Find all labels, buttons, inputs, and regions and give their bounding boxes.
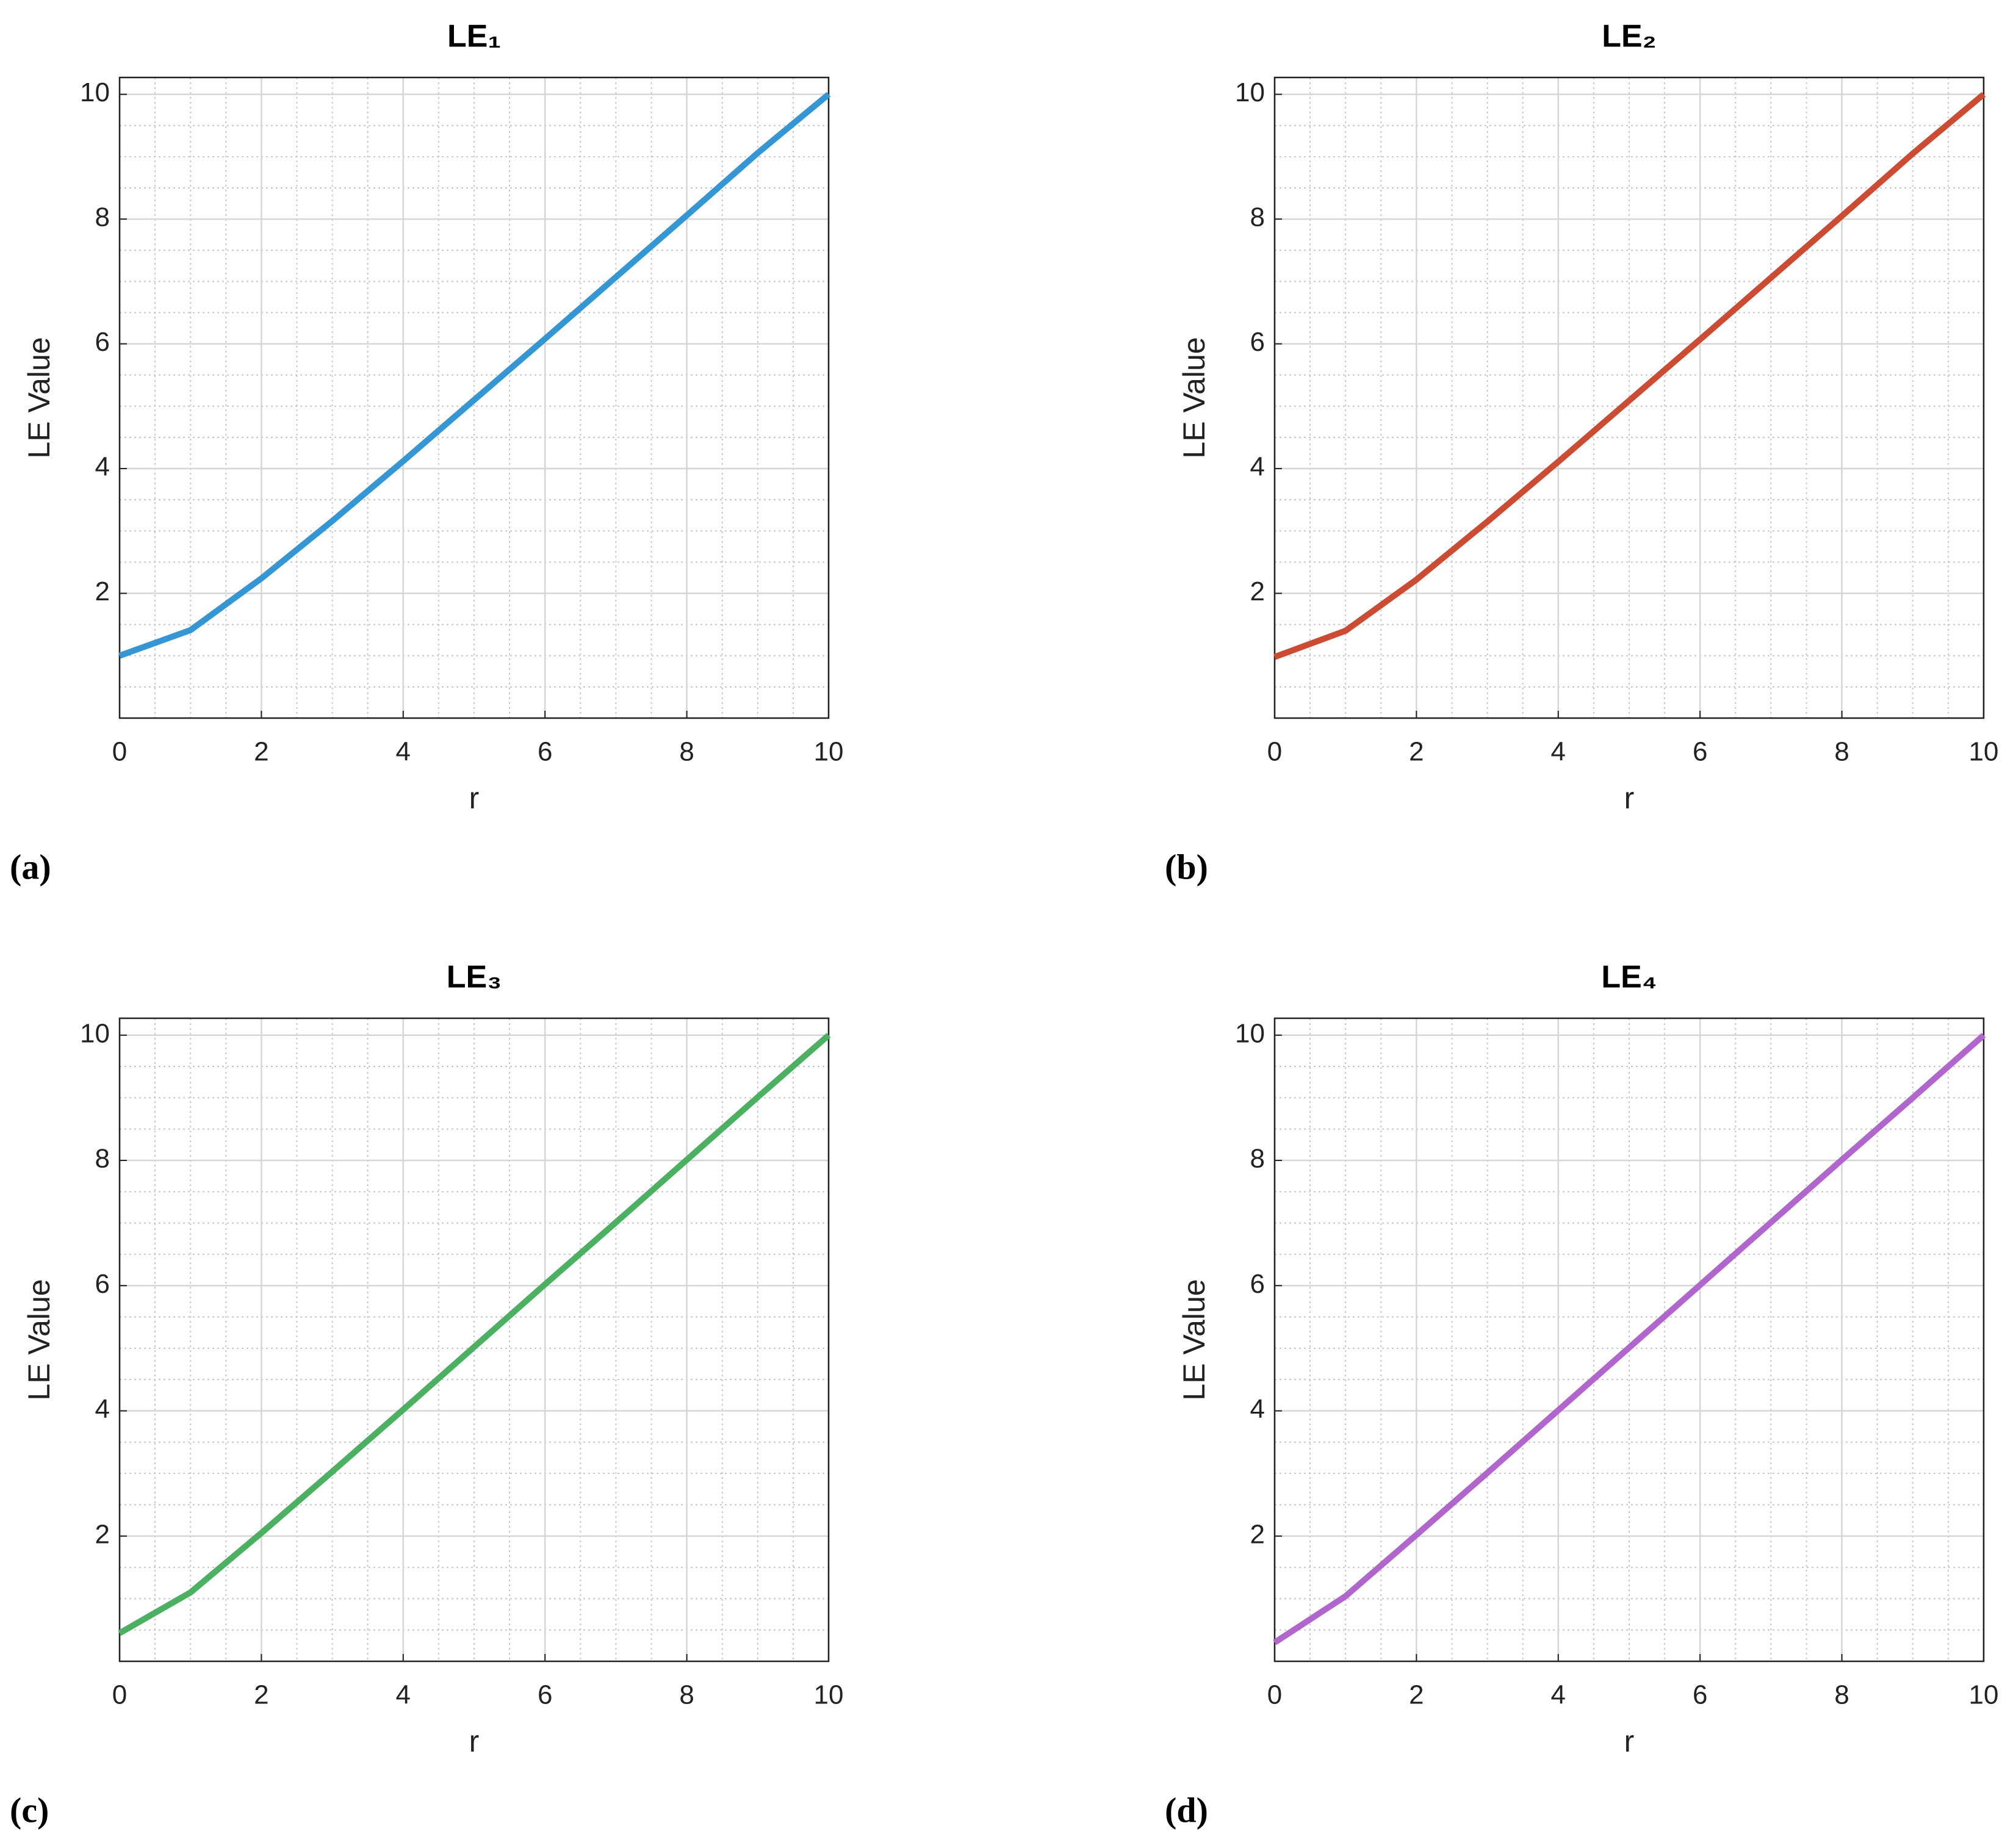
x-tick-label: 10 [814, 1680, 844, 1710]
chart-title: LE₄ [1601, 960, 1657, 995]
x-tick-label: 2 [254, 737, 268, 767]
x-tick-label: 2 [1409, 1680, 1424, 1710]
axes-box [118, 1017, 830, 1663]
x-axis-label: r [469, 1724, 480, 1758]
y-tick-label: 10 [80, 77, 110, 107]
y-tick-label: 4 [95, 1394, 110, 1424]
x-tick-label: 4 [396, 1680, 411, 1710]
data-line [1273, 92, 1986, 660]
subplot: 0 2 4 6 8 10 2 4 6 8 10 LE₂ r LE Value (b) [1165, 19, 1998, 887]
y-tick-label: 6 [1250, 327, 1265, 357]
subplot: 0 2 4 6 8 10 2 4 6 8 10 LE₄ r LE Value (d) [1165, 960, 1998, 1830]
x-tick-label: 4 [1551, 1680, 1566, 1710]
y-axis-label: LE Value [1177, 337, 1211, 458]
x-tick-label: 10 [1969, 737, 1999, 767]
y-tick-label: 8 [1250, 1144, 1265, 1174]
y-tick-label: 4 [1250, 1394, 1265, 1424]
panel-label: (b) [1165, 847, 1208, 886]
x-tick-label: 8 [1834, 1680, 1849, 1710]
panel-label: (d) [1165, 1790, 1208, 1830]
y-tick-label: 8 [95, 1144, 110, 1174]
axes-box [1273, 76, 1985, 719]
x-tick-label: 2 [1409, 737, 1424, 767]
subplot: 0 2 4 6 8 10 2 4 6 8 10 LE₃ r LE Value (c) [10, 960, 843, 1830]
x-tick-label: 8 [679, 1680, 694, 1710]
x-tick-label: 6 [1693, 1680, 1707, 1710]
subplot: 0 2 4 6 8 10 2 4 6 8 10 LE₁ r LE Value (a) [10, 19, 843, 887]
y-tick-label: 2 [95, 1519, 110, 1549]
chart-title: LE₃ [447, 960, 502, 995]
y-tick-label: 10 [1235, 77, 1265, 107]
y-tick-label: 6 [1250, 1269, 1265, 1299]
panel-label: (a) [10, 847, 51, 886]
x-tick-label: 0 [112, 1680, 127, 1710]
x-tick-label: 6 [1693, 737, 1707, 767]
y-axis-label: LE Value [22, 1279, 56, 1400]
chart-title: LE₁ [447, 19, 501, 54]
data-line [118, 92, 831, 659]
x-tick-label: 10 [814, 737, 844, 767]
x-tick-label: 4 [1551, 737, 1566, 767]
x-tick-label: 2 [254, 1680, 268, 1710]
y-tick-label: 10 [80, 1018, 110, 1048]
x-axis-label: r [469, 781, 480, 815]
y-axis-label: LE Value [1177, 1279, 1211, 1400]
y-tick-label: 4 [1250, 452, 1265, 482]
y-tick-label: 4 [95, 452, 110, 482]
y-axis-label: LE Value [22, 337, 56, 458]
y-tick-label: 2 [95, 577, 110, 606]
x-axis-label: r [1624, 1724, 1635, 1758]
x-axis-label: r [1624, 781, 1635, 815]
y-tick-label: 8 [95, 203, 110, 232]
chart-title: LE₂ [1602, 19, 1657, 54]
x-tick-label: 6 [538, 1680, 552, 1710]
y-tick-label: 6 [95, 1269, 110, 1299]
y-tick-label: 10 [1235, 1018, 1265, 1048]
x-tick-label: 8 [679, 737, 694, 767]
data-line [1273, 1032, 1986, 1645]
x-tick-label: 4 [396, 737, 411, 767]
x-tick-label: 0 [112, 737, 127, 767]
y-tick-label: 8 [1250, 203, 1265, 232]
axes-box [118, 76, 830, 719]
panel-label: (c) [10, 1790, 49, 1830]
x-tick-label: 10 [1969, 1680, 1999, 1710]
axes-box [1273, 1017, 1985, 1663]
x-tick-label: 6 [538, 737, 552, 767]
x-tick-label: 0 [1267, 1680, 1282, 1710]
data-line [118, 1032, 831, 1636]
x-tick-label: 0 [1267, 737, 1282, 767]
x-tick-label: 8 [1834, 737, 1849, 767]
y-tick-label: 6 [95, 327, 110, 357]
y-tick-label: 2 [1250, 1519, 1265, 1549]
y-tick-label: 2 [1250, 577, 1265, 606]
